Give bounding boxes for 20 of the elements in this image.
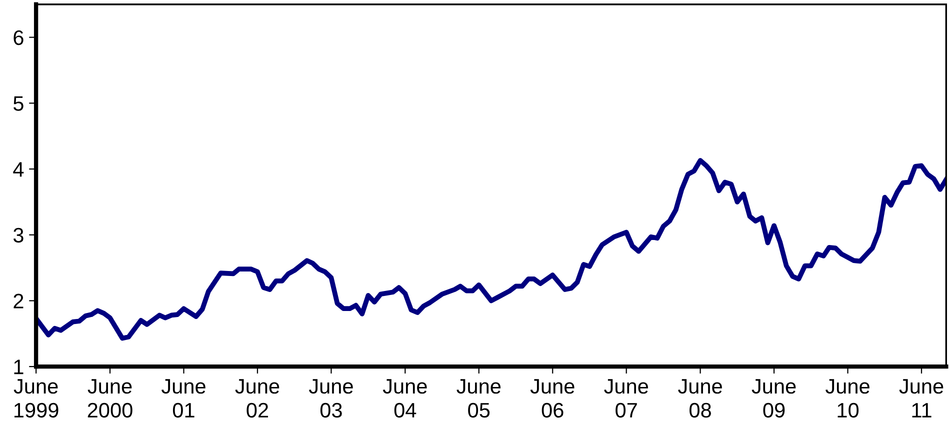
y-tick-label: 4 (13, 162, 24, 177)
x-tick-label: June 09 (752, 379, 796, 418)
y-tick-label: 5 (14, 96, 24, 111)
x-tick-label: June 1999 (14, 379, 58, 418)
x-tick-label: June 2000 (88, 379, 132, 418)
y-tick-label: 6 (14, 30, 24, 46)
y-tick-label: 2 (14, 294, 24, 308)
y-tick-label: 1 (14, 360, 24, 374)
x-tick-label: June 10 (826, 379, 870, 418)
y-tick-label: 3 (13, 228, 24, 243)
x-tick-label: June 08 (678, 379, 722, 418)
x-tick-label: June 06 (530, 379, 574, 418)
x-tick-label: June 11 (899, 379, 944, 418)
x-tick-label: June 02 (235, 379, 280, 418)
x-tick-label: June 04 (382, 379, 427, 418)
line-series (36, 158, 946, 341)
x-tick-label: June 03 (308, 379, 353, 418)
x-tick-label: June 01 (161, 379, 206, 418)
x-tick-label: June 07 (604, 379, 648, 418)
x-tick-label: June 05 (456, 379, 501, 418)
